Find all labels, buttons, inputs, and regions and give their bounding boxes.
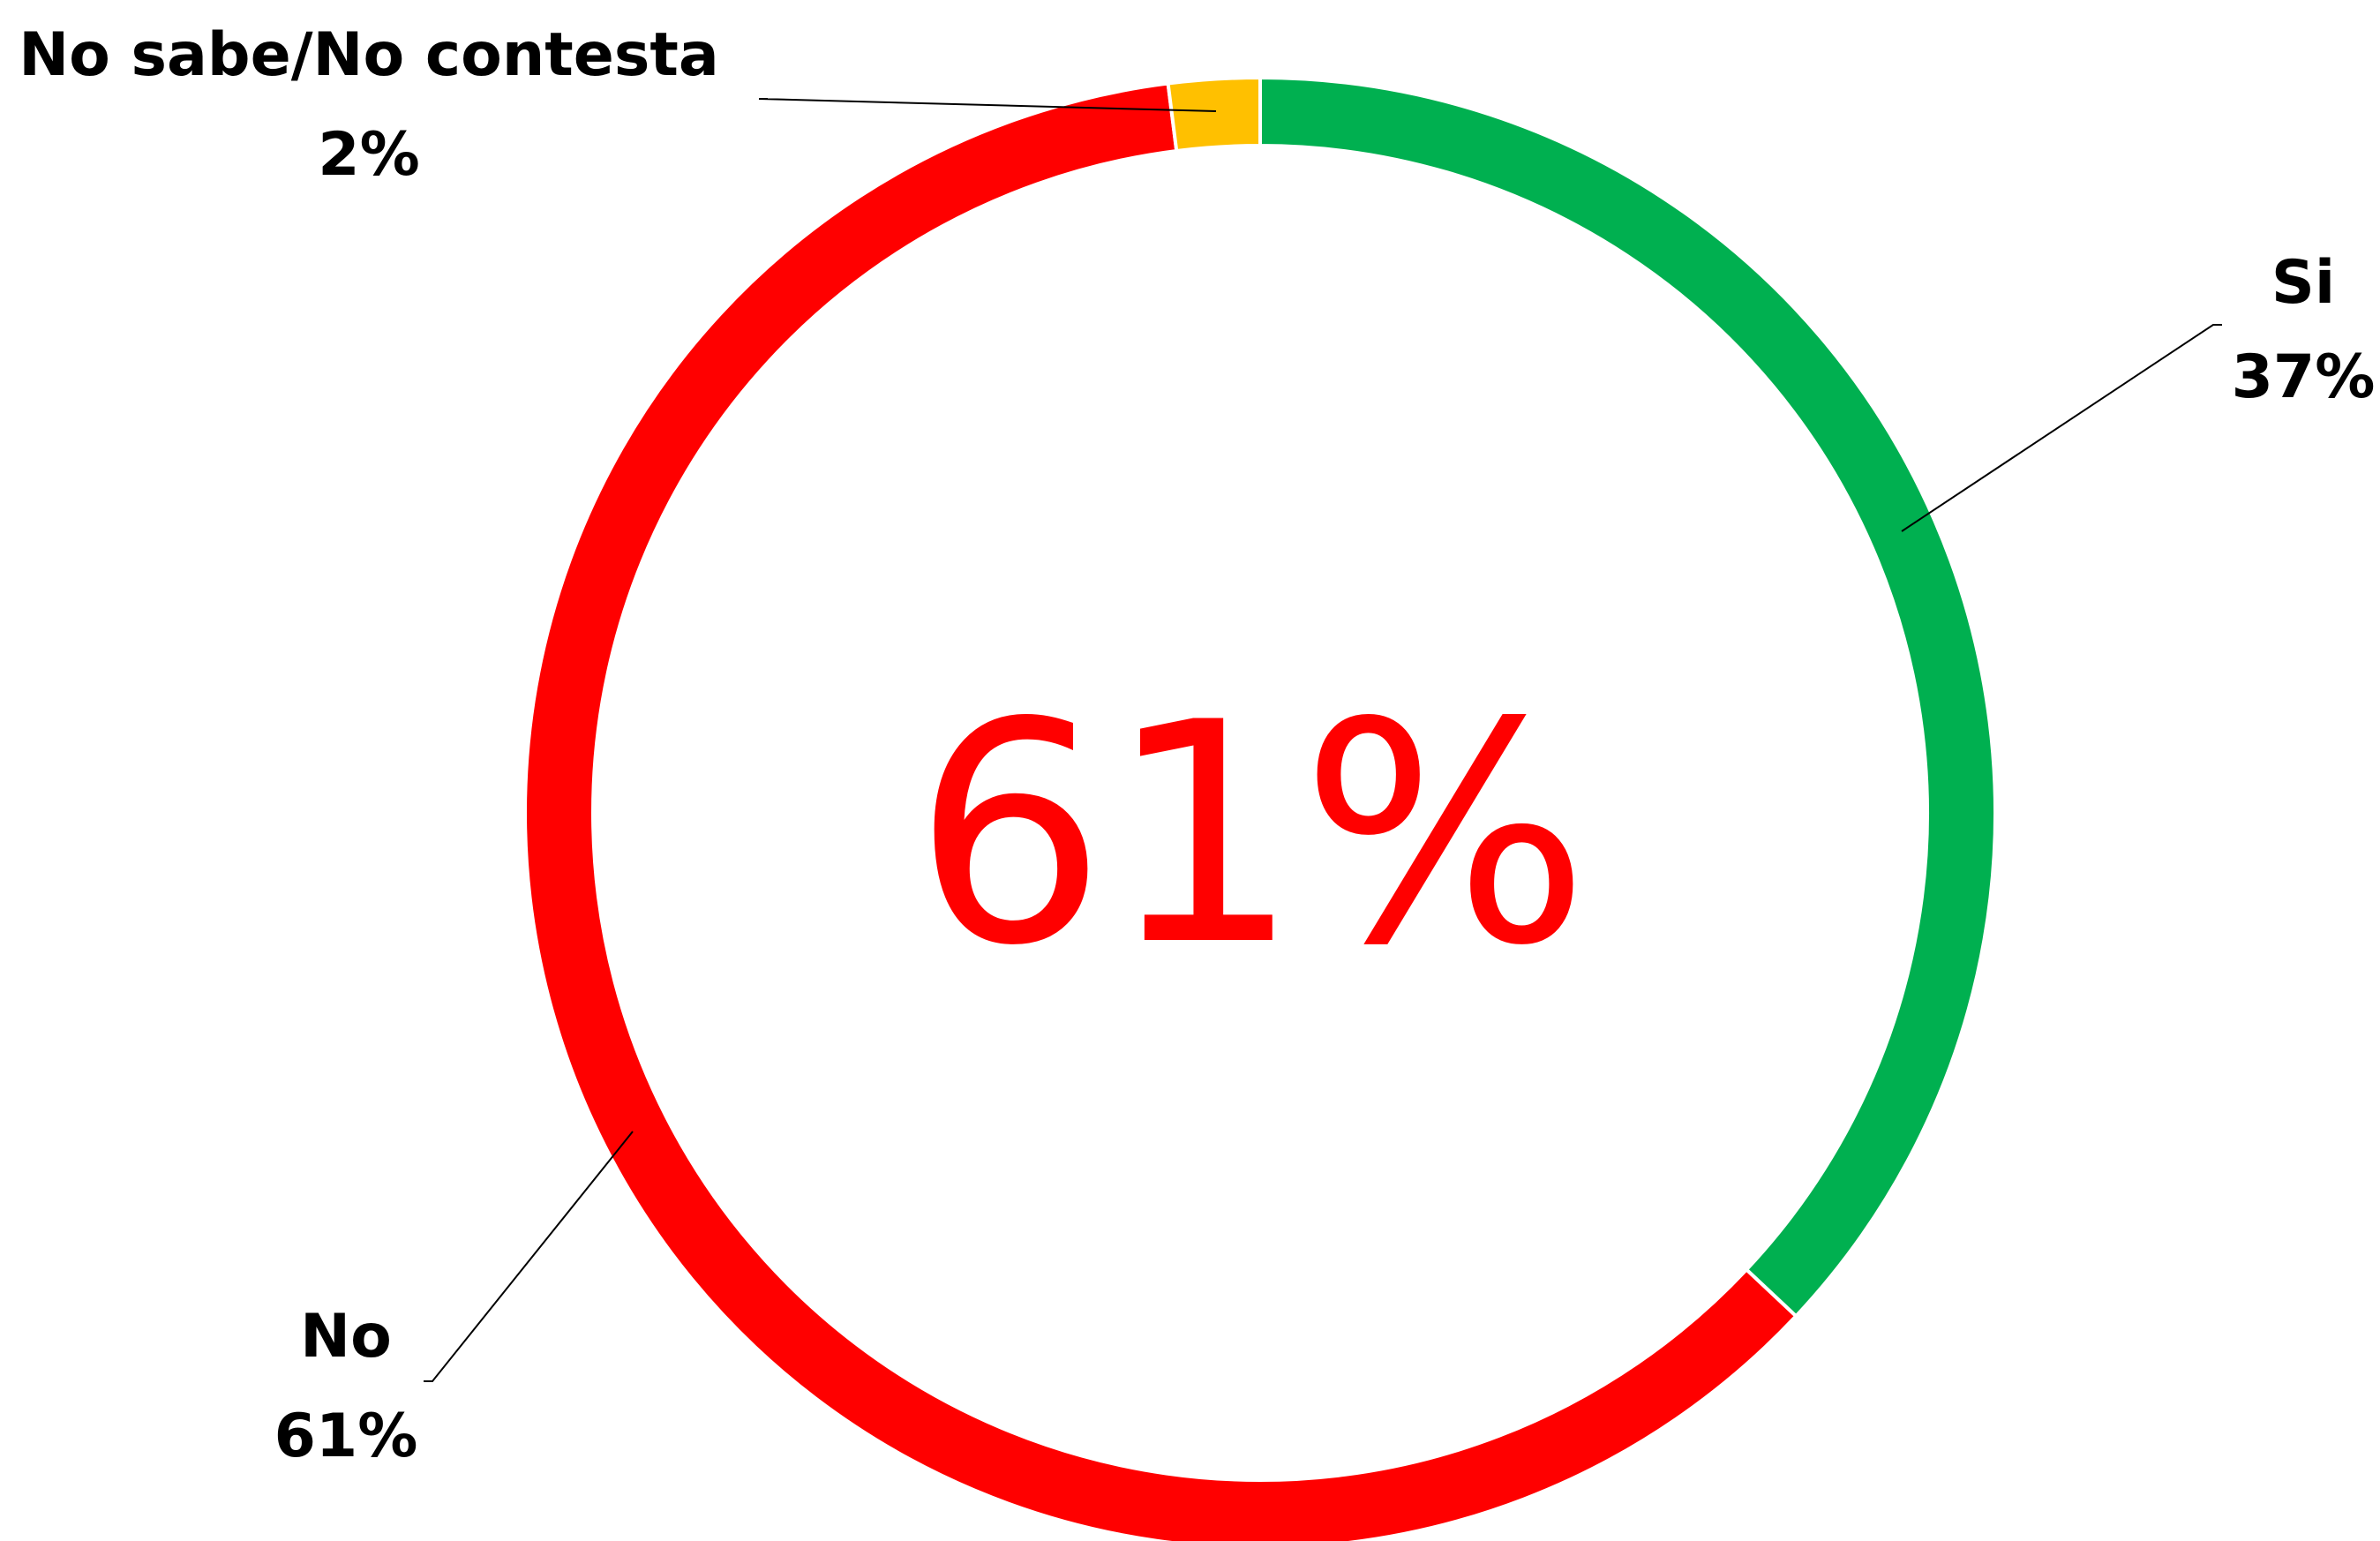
data-labels: Si 37% No 61% No sabe/No contesta 2%: [19, 20, 2375, 1471]
slice-label-si-name: Si: [2271, 248, 2335, 318]
donut-slices: [523, 75, 1997, 1541]
leader-line-no-sabe: [758, 98, 1217, 112]
slice-label-no-sabe-name: No sabe/No contesta: [19, 20, 719, 90]
donut-slice-no: [523, 81, 1799, 1541]
slice-label-no-sabe-value: 2%: [318, 120, 419, 190]
leader-lines: [424, 98, 2222, 1382]
slice-label-no-value: 61%: [274, 1402, 418, 1471]
leader-line-si: [1901, 324, 2222, 532]
donut-slice-no-sabe-no-contesta: [1166, 75, 1262, 154]
slice-label-si-value: 37%: [2232, 342, 2376, 412]
center-value-label: 61%: [913, 658, 1590, 1012]
leader-line-no: [424, 1131, 634, 1382]
slice-label-no-name: No: [300, 1302, 392, 1372]
